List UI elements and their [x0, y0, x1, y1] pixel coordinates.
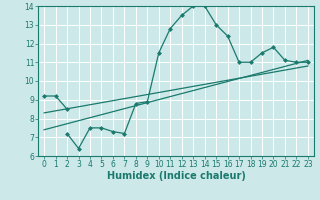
- X-axis label: Humidex (Indice chaleur): Humidex (Indice chaleur): [107, 171, 245, 181]
